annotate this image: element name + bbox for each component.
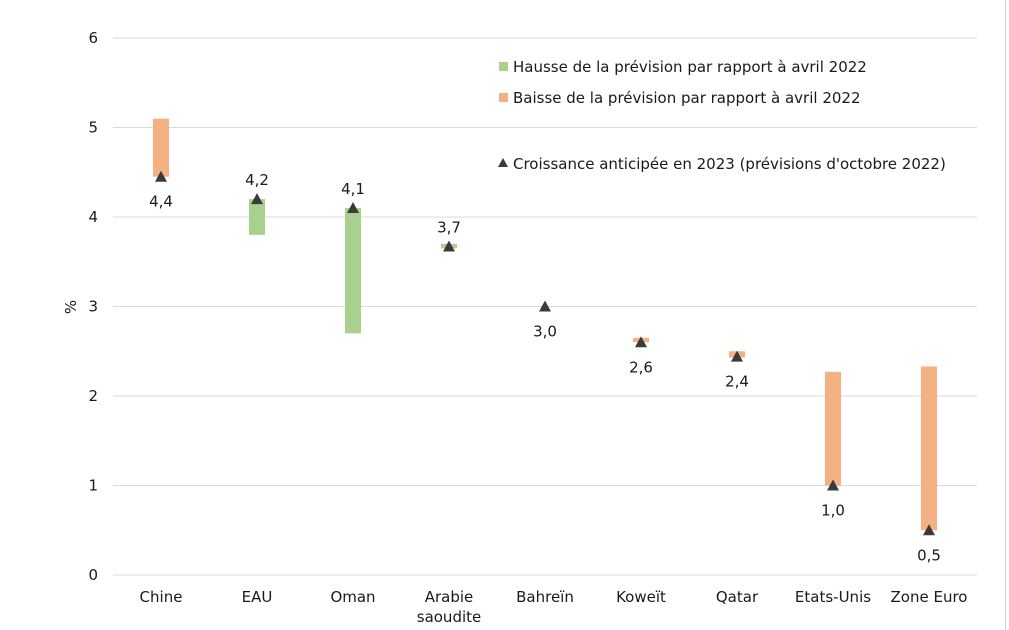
data-label: 0,5 — [917, 546, 941, 564]
data-label: 2,6 — [629, 358, 653, 376]
legend-label: Croissance anticipée en 2023 (prévisions… — [513, 155, 946, 173]
data-label: 4,1 — [341, 180, 365, 198]
y-tick-label: 4 — [88, 208, 98, 226]
x-tick-label: Oman — [330, 588, 375, 606]
data-label: 3,7 — [437, 219, 461, 237]
data-label: 4,2 — [245, 171, 269, 189]
forecast-marker — [827, 479, 839, 491]
forecast-marker — [443, 240, 455, 252]
x-tick-label: Etats-Unis — [795, 588, 871, 606]
decrease-bar — [921, 366, 937, 531]
x-tick-label: Zone Euro — [891, 588, 968, 606]
x-tick-label: Arabie — [425, 588, 474, 606]
data-label: 3,0 — [533, 323, 557, 341]
legend-swatch — [499, 93, 508, 102]
y-tick-label: 1 — [88, 477, 98, 495]
legend-label: Hausse de la prévision par rapport à avr… — [513, 58, 867, 76]
forecast-marker — [347, 202, 359, 214]
forecast-marker — [251, 193, 263, 205]
increase-bar — [345, 208, 361, 334]
data-label: 2,4 — [725, 373, 749, 391]
forecast-marker — [731, 350, 743, 362]
y-tick-label: 5 — [88, 119, 98, 137]
forecast-marker — [635, 336, 647, 348]
decrease-bar — [153, 118, 169, 177]
data-label: 4,4 — [149, 193, 173, 211]
data-label: 1,0 — [821, 502, 845, 520]
x-tick-label: EAU — [242, 588, 273, 606]
legend-label: Baisse de la prévision par rapport à avr… — [513, 89, 861, 107]
forecast-marker — [155, 170, 167, 182]
y-tick-label: 3 — [88, 298, 98, 316]
y-tick-label: 0 — [88, 566, 98, 584]
legend-swatch — [499, 62, 508, 71]
y-tick-label: 6 — [88, 29, 98, 47]
forecast-marker — [923, 524, 935, 536]
legend-marker-swatch — [498, 158, 508, 167]
x-tick-label: Bahreïn — [516, 588, 574, 606]
increase-bar — [249, 199, 265, 235]
y-tick-label: 2 — [88, 387, 98, 405]
x-tick-label: saoudite — [417, 608, 482, 626]
x-tick-label: Koweït — [616, 588, 666, 606]
x-tick-label: Chine — [140, 588, 183, 606]
y-axis-title: % — [62, 300, 80, 314]
decrease-bar — [825, 371, 841, 486]
forecast-marker — [539, 300, 551, 312]
x-tick-label: Qatar — [716, 588, 759, 606]
